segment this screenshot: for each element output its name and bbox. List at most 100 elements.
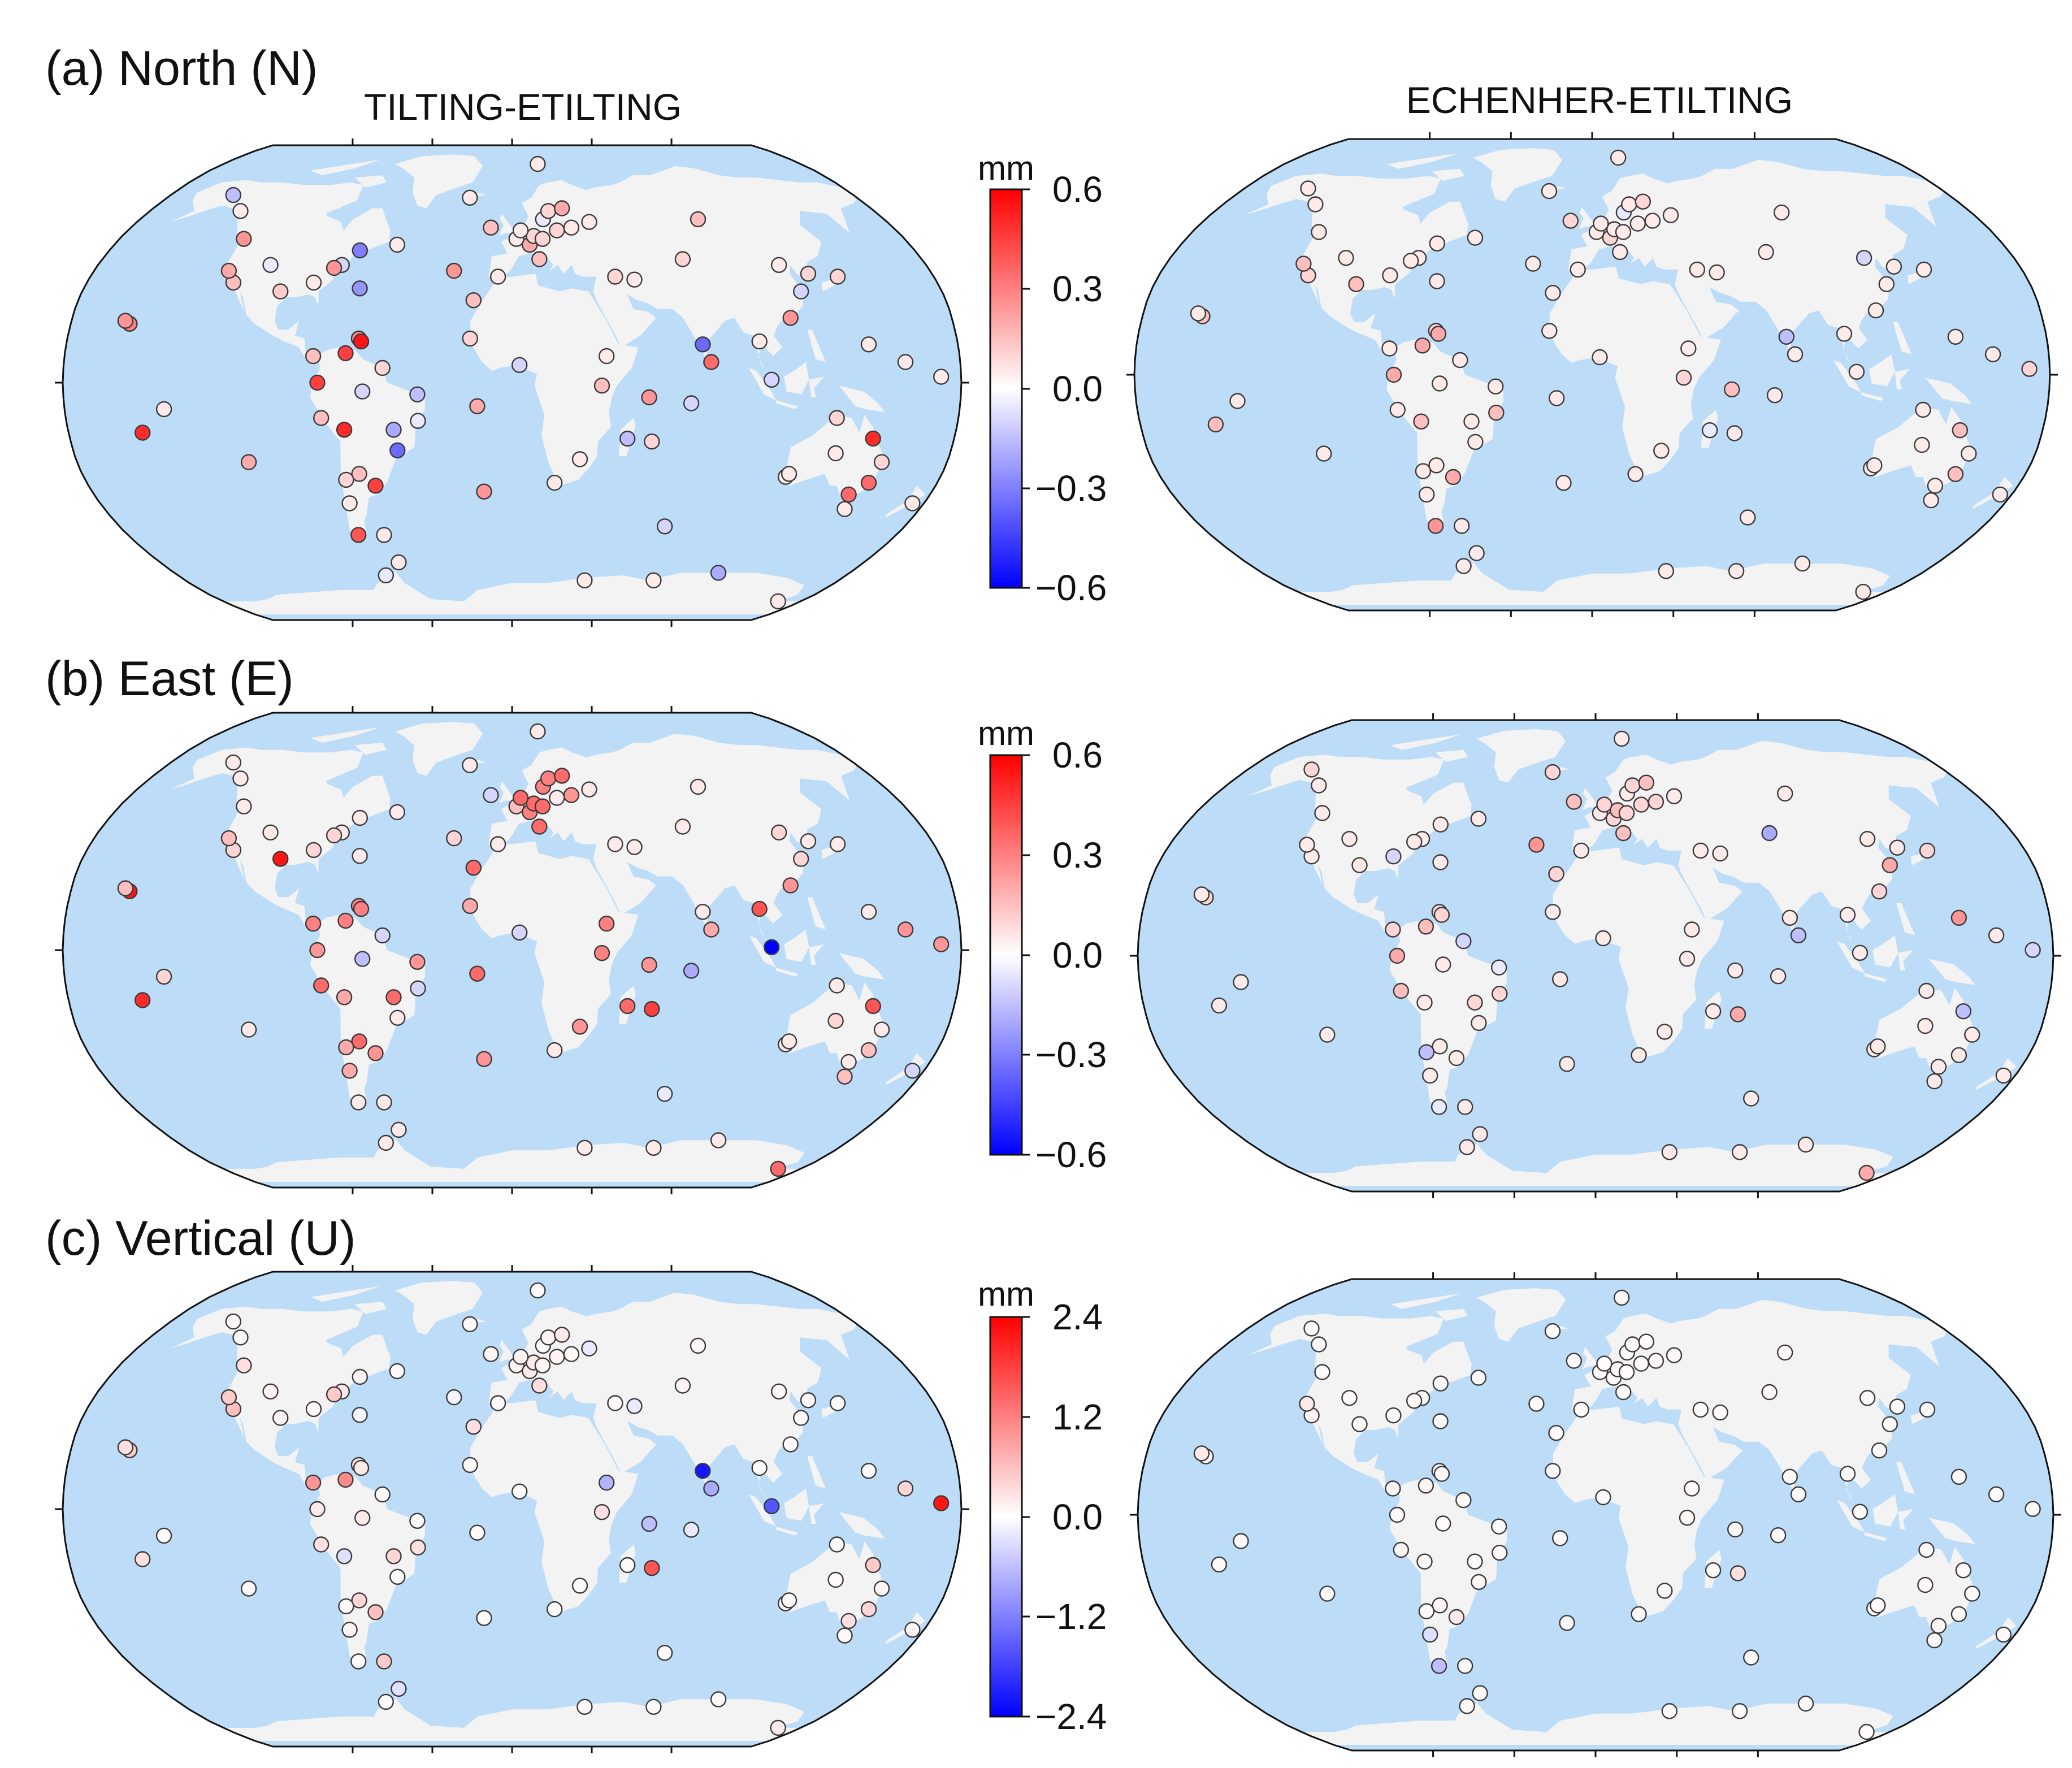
continent <box>1861 392 1884 401</box>
gnss-site-marker <box>626 839 643 855</box>
gnss-site-marker <box>1541 183 1558 200</box>
gnss-site-marker <box>313 1536 330 1553</box>
gnss-site-marker <box>1878 276 1895 292</box>
gnss-site-marker <box>309 942 326 959</box>
gnss-site-marker <box>1661 1144 1678 1160</box>
gnss-site-marker <box>1389 947 1406 964</box>
continent <box>488 1293 857 1506</box>
gnss-site-marker <box>240 1580 257 1597</box>
gnss-site-marker <box>1839 1466 1856 1482</box>
gnss-site-marker <box>656 1645 673 1661</box>
gnss-site-marker <box>1680 340 1697 357</box>
gnss-site-marker <box>262 1383 279 1400</box>
gnss-site-marker <box>512 357 528 373</box>
continent <box>1895 369 1910 389</box>
gnss-site-marker <box>376 1653 392 1670</box>
gnss-site-marker <box>683 395 700 411</box>
gnss-site-marker <box>1638 774 1655 791</box>
gnss-site-marker <box>1984 346 2001 362</box>
gnss-site-marker <box>1430 326 1447 342</box>
gnss-site-marker <box>410 980 426 996</box>
gnss-site-marker <box>462 189 478 206</box>
continent <box>1553 847 1724 1058</box>
gnss-site-marker <box>1434 956 1451 973</box>
gnss-site-marker <box>1742 1090 1759 1107</box>
gnss-site-marker <box>619 430 636 447</box>
gnss-site-marker <box>338 471 354 488</box>
gnss-site-marker <box>770 1719 786 1736</box>
gnss-site-marker <box>1389 401 1406 418</box>
gnss-site-marker <box>695 336 711 353</box>
gnss-site-marker <box>489 1395 506 1411</box>
continent <box>1976 1058 2017 1090</box>
gnss-site-marker <box>353 333 370 350</box>
gnss-site-marker <box>1950 909 1967 926</box>
gnss-site-marker <box>1882 1416 1898 1432</box>
gnss-site-marker <box>1882 857 1898 873</box>
gnss-site-marker <box>547 474 563 491</box>
gnss-site-marker <box>385 1548 402 1565</box>
gnss-site-marker <box>469 965 486 982</box>
gnss-site-marker <box>619 998 636 1015</box>
gnss-site-marker <box>1472 1685 1488 1701</box>
gnss-site-marker <box>1919 842 1936 859</box>
continent <box>1896 1462 1915 1494</box>
gnss-site-marker <box>710 1132 727 1149</box>
gnss-site-marker <box>1797 1695 1814 1712</box>
gnss-site-marker <box>1930 1059 1947 1075</box>
gnss-site-marker <box>860 904 877 920</box>
gnss-site-marker <box>1341 1390 1358 1406</box>
gnss-site-marker <box>512 790 529 806</box>
continent <box>839 385 885 413</box>
gnss-site-marker <box>1389 1506 1406 1523</box>
continent <box>1568 159 1944 372</box>
gnss-site-marker <box>1416 994 1433 1011</box>
gnss-site-marker <box>1787 346 1804 362</box>
gnss-site-marker <box>1193 886 1210 903</box>
gnss-site-marker <box>1627 466 1644 482</box>
ocean <box>1138 720 2053 1191</box>
gnss-site-marker <box>656 1086 673 1102</box>
gnss-site-marker <box>1452 352 1468 369</box>
continent <box>1390 1480 1507 1672</box>
gnss-site-marker <box>1432 1375 1449 1392</box>
gnss-site-marker <box>1727 962 1744 979</box>
gnss-site-marker <box>1573 1401 1589 1418</box>
continent <box>310 347 425 541</box>
gnss-site-marker <box>554 1327 570 1343</box>
gnss-site-marker <box>326 827 343 844</box>
gnss-site-marker <box>829 410 845 426</box>
gnss-site-marker <box>389 1009 406 1026</box>
gnss-site-marker <box>409 386 426 402</box>
gnss-site-marker <box>549 1349 565 1365</box>
gnss-site-marker <box>338 1598 354 1615</box>
gnss-site-marker <box>351 1033 367 1050</box>
gnss-site-marker <box>1657 1583 1673 1599</box>
continent <box>775 400 799 409</box>
continent <box>1898 1509 1914 1529</box>
gnss-site-marker <box>1470 811 1487 827</box>
gnss-site-marker <box>337 912 354 929</box>
continent <box>1571 740 1947 953</box>
gnss-site-marker <box>1427 518 1444 534</box>
gnss-site-marker <box>1559 1615 1575 1631</box>
gnss-site-marker <box>1233 1533 1249 1549</box>
gnss-site-marker <box>563 219 580 236</box>
continent <box>807 1456 826 1489</box>
gnss-site-marker <box>1431 1099 1447 1115</box>
gnss-site-marker <box>710 565 727 581</box>
gnss-site-marker <box>1723 381 1740 398</box>
gnss-site-marker <box>1300 180 1316 197</box>
colorbar-tick-label: −2.4 <box>1035 1696 1107 1737</box>
gnss-site-marker <box>1778 328 1795 345</box>
gnss-site-marker <box>336 989 353 1006</box>
gnss-site-marker <box>1739 509 1756 526</box>
gnss-site-marker <box>446 262 462 279</box>
continent <box>499 214 514 236</box>
land-masses <box>1243 148 2013 605</box>
gnss-site-marker <box>897 921 914 938</box>
gnss-site-marker <box>840 486 857 503</box>
gnss-site-marker <box>117 313 134 329</box>
gnss-site-marker <box>1961 445 1977 462</box>
gnss-site-marker <box>262 257 279 273</box>
